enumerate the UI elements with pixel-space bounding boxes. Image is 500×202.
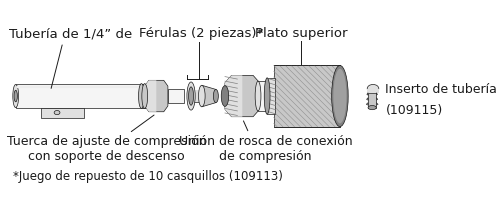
Ellipse shape xyxy=(138,84,144,108)
Polygon shape xyxy=(376,98,378,100)
Ellipse shape xyxy=(332,65,348,127)
Ellipse shape xyxy=(198,85,205,107)
Polygon shape xyxy=(225,75,260,117)
Polygon shape xyxy=(366,103,368,105)
Ellipse shape xyxy=(368,106,376,110)
Polygon shape xyxy=(225,75,242,117)
Polygon shape xyxy=(366,98,368,100)
Text: Inserto de tubería: Inserto de tubería xyxy=(386,83,498,96)
Ellipse shape xyxy=(151,84,156,108)
Polygon shape xyxy=(40,108,84,118)
Ellipse shape xyxy=(367,84,379,93)
Polygon shape xyxy=(202,85,216,107)
Ellipse shape xyxy=(54,110,60,115)
FancyBboxPatch shape xyxy=(258,81,268,111)
Ellipse shape xyxy=(13,84,18,108)
Text: Férulas (2 piezas)*: Férulas (2 piezas)* xyxy=(139,27,263,40)
FancyBboxPatch shape xyxy=(168,89,184,103)
Polygon shape xyxy=(144,80,168,112)
Text: *Juego de repuesto de 10 casquillos (109113): *Juego de repuesto de 10 casquillos (109… xyxy=(13,170,283,183)
Ellipse shape xyxy=(187,82,195,110)
Polygon shape xyxy=(367,93,368,95)
Text: (109115): (109115) xyxy=(386,104,442,117)
FancyBboxPatch shape xyxy=(16,84,154,108)
FancyBboxPatch shape xyxy=(367,89,379,93)
Ellipse shape xyxy=(142,84,148,108)
FancyBboxPatch shape xyxy=(267,78,276,114)
Polygon shape xyxy=(368,93,376,108)
Polygon shape xyxy=(376,103,378,105)
Text: Tubería de 1/4” de: Tubería de 1/4” de xyxy=(10,27,132,40)
Ellipse shape xyxy=(214,89,218,103)
Text: Unión de rosca de conexión
de compresión: Unión de rosca de conexión de compresión xyxy=(178,135,352,163)
Polygon shape xyxy=(376,93,378,95)
Ellipse shape xyxy=(255,81,261,111)
FancyBboxPatch shape xyxy=(274,65,340,127)
Ellipse shape xyxy=(188,87,194,105)
FancyBboxPatch shape xyxy=(142,84,144,108)
Text: Tuerca de ajuste de compresión
con soporte de descenso: Tuerca de ajuste de compresión con sopor… xyxy=(7,135,206,163)
Ellipse shape xyxy=(221,86,228,106)
Ellipse shape xyxy=(264,78,270,114)
Polygon shape xyxy=(144,80,156,112)
Ellipse shape xyxy=(14,90,18,102)
Ellipse shape xyxy=(265,81,271,111)
Text: Plato superior: Plato superior xyxy=(255,27,348,40)
Ellipse shape xyxy=(334,69,346,123)
FancyBboxPatch shape xyxy=(191,90,206,102)
